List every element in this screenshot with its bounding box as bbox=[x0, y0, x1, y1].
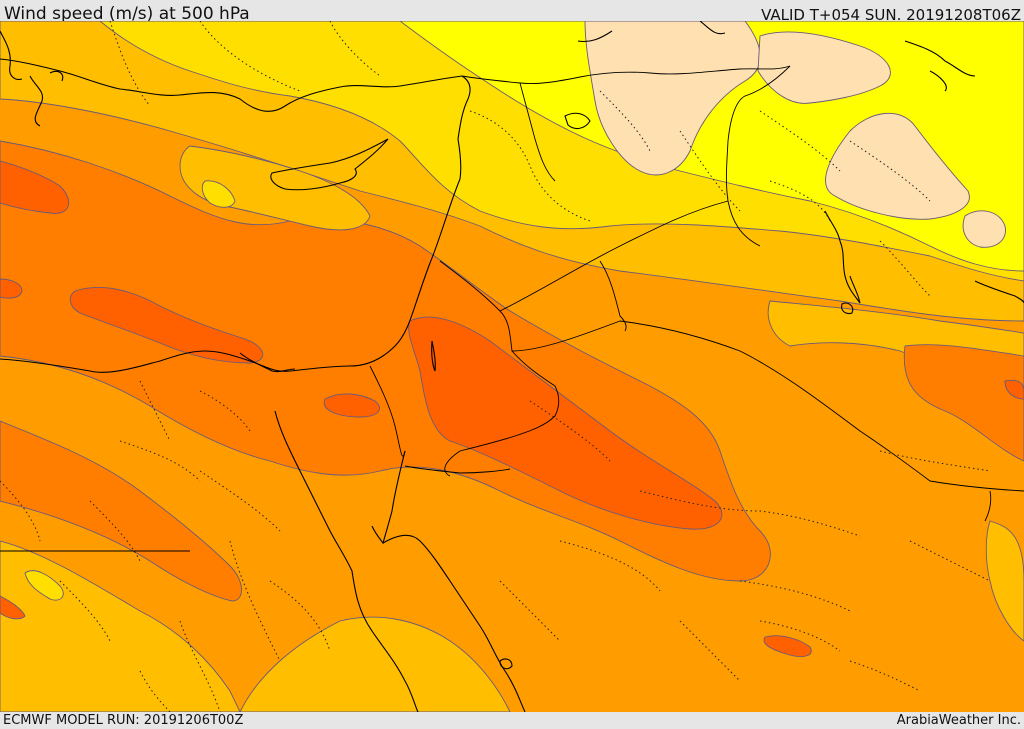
band-amber-cyprus bbox=[179, 145, 371, 231]
coastline-levant bbox=[429, 75, 471, 264]
footer-bar: ECMWF MODEL RUN: 20191206T00Z ArabiaWeat… bbox=[0, 712, 1024, 729]
valid-time-label: VALID T+054 SUN. 20191208T06Z bbox=[761, 6, 1021, 24]
coastline-cyprus bbox=[270, 138, 389, 191]
admin-boundary-sudan bbox=[0, 480, 171, 712]
band-red-orange-southeast bbox=[763, 635, 812, 658]
border-jordan-east bbox=[599, 260, 627, 332]
band-gold-southwest bbox=[0, 540, 241, 712]
band-red-orange-west bbox=[69, 287, 263, 364]
border-syria-jordan bbox=[439, 200, 729, 312]
coastline-caspian bbox=[904, 40, 976, 92]
island-red-sea-1 bbox=[499, 658, 513, 670]
border-syria-iraq bbox=[519, 82, 556, 182]
band-pale-patch-3 bbox=[825, 112, 970, 220]
island-bahrain bbox=[841, 302, 854, 315]
coastline-nile-delta bbox=[239, 352, 296, 373]
coastline-sinai-east bbox=[371, 450, 406, 545]
admin-boundary-north-2 bbox=[469, 90, 741, 222]
border-iraq-iran bbox=[725, 65, 791, 247]
band-pale-patch-4 bbox=[962, 210, 1006, 248]
coastline-black-sea bbox=[577, 21, 726, 43]
border-sinai-saudi bbox=[404, 465, 511, 474]
band-gold-southwest-blob bbox=[24, 570, 64, 601]
band-red-orange-southwest-edge bbox=[0, 595, 26, 620]
border-east-iran bbox=[984, 490, 992, 522]
border-turkey-syria bbox=[461, 65, 791, 84]
coastline-arabia-redsea bbox=[382, 534, 526, 712]
coastline-north-africa bbox=[0, 262, 431, 373]
coastline-aegean bbox=[0, 30, 64, 127]
coastline-gulf-of-suez bbox=[274, 410, 419, 712]
band-red-orange-sinai bbox=[323, 393, 380, 418]
band-amber-southeast bbox=[985, 520, 1024, 642]
coastline-dead-sea bbox=[431, 340, 436, 372]
admin-boundary-north-1 bbox=[109, 21, 381, 107]
coastline-persian-gulf bbox=[824, 210, 1024, 304]
band-amber-south bbox=[239, 616, 511, 712]
coastline-lake-van bbox=[564, 112, 591, 130]
admin-boundary-egypt bbox=[89, 380, 331, 712]
admin-boundary-saudi bbox=[499, 400, 991, 692]
band-pale-patch-2 bbox=[757, 31, 891, 104]
map-title: Wind speed (m/s) at 500 hPa bbox=[4, 4, 250, 24]
band-amber-cyprus-east bbox=[201, 180, 236, 208]
wind-speed-map bbox=[0, 21, 1024, 712]
border-saudi-west bbox=[444, 350, 560, 477]
band-red-orange-northwest bbox=[0, 160, 70, 214]
band-pale-patch-1 bbox=[584, 21, 761, 176]
band-dark-orange-east bbox=[903, 344, 1024, 462]
band-red-orange-east-edge bbox=[1004, 379, 1024, 400]
band-red-orange-core bbox=[408, 316, 723, 530]
band-red-orange-left-edge bbox=[0, 278, 23, 299]
band-dark-orange-southwest bbox=[0, 420, 242, 602]
credit-label: ArabiaWeather Inc. bbox=[896, 713, 1021, 728]
model-run-label: ECMWF MODEL RUN: 20191206T00Z bbox=[3, 713, 244, 728]
coastline-turkey bbox=[0, 58, 463, 112]
border-egypt-israel bbox=[369, 365, 406, 457]
header-bar: Wind speed (m/s) at 500 hPa VALID T+054 … bbox=[0, 0, 1024, 24]
border-jordan-saudi bbox=[499, 310, 1024, 492]
